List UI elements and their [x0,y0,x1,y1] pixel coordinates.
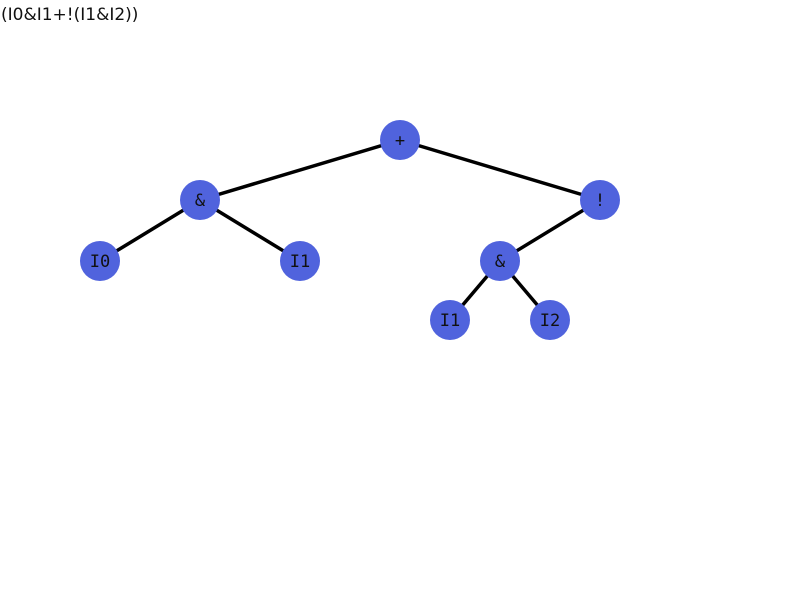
node-circle [530,300,570,340]
node-and-right: & [480,241,520,281]
node-circle [280,241,320,281]
node-not: ! [580,180,620,220]
node-circle [380,120,420,160]
node-circle [430,300,470,340]
node-circle [180,180,220,220]
edges [98,138,602,322]
node-label: I0 [90,252,110,272]
node-leaf-i1-right: I1 [430,300,470,340]
node-circle [580,180,620,220]
node-label: + [395,131,405,151]
edge-root-or-to-and-left [198,138,402,202]
edge-root-or-to-not [398,138,602,202]
node-leaf-i2: I2 [530,300,570,340]
node-label: & [495,252,506,272]
node-label: I2 [540,311,560,331]
node-circle [480,241,520,281]
node-and-left: & [180,180,220,220]
nodes: + & ! I0 I1 & I1 I2 [80,120,620,340]
expression-title: (I0&I1+!(I1&I2)) [1,5,139,25]
node-leaf-i1-left: I1 [280,241,320,281]
node-label: ! [595,191,605,211]
node-circle [80,241,120,281]
node-leaf-i0: I0 [80,241,120,281]
node-root-or: + [380,120,420,160]
node-label: I1 [290,252,310,272]
node-label: & [195,191,206,211]
node-label: I1 [440,311,460,331]
